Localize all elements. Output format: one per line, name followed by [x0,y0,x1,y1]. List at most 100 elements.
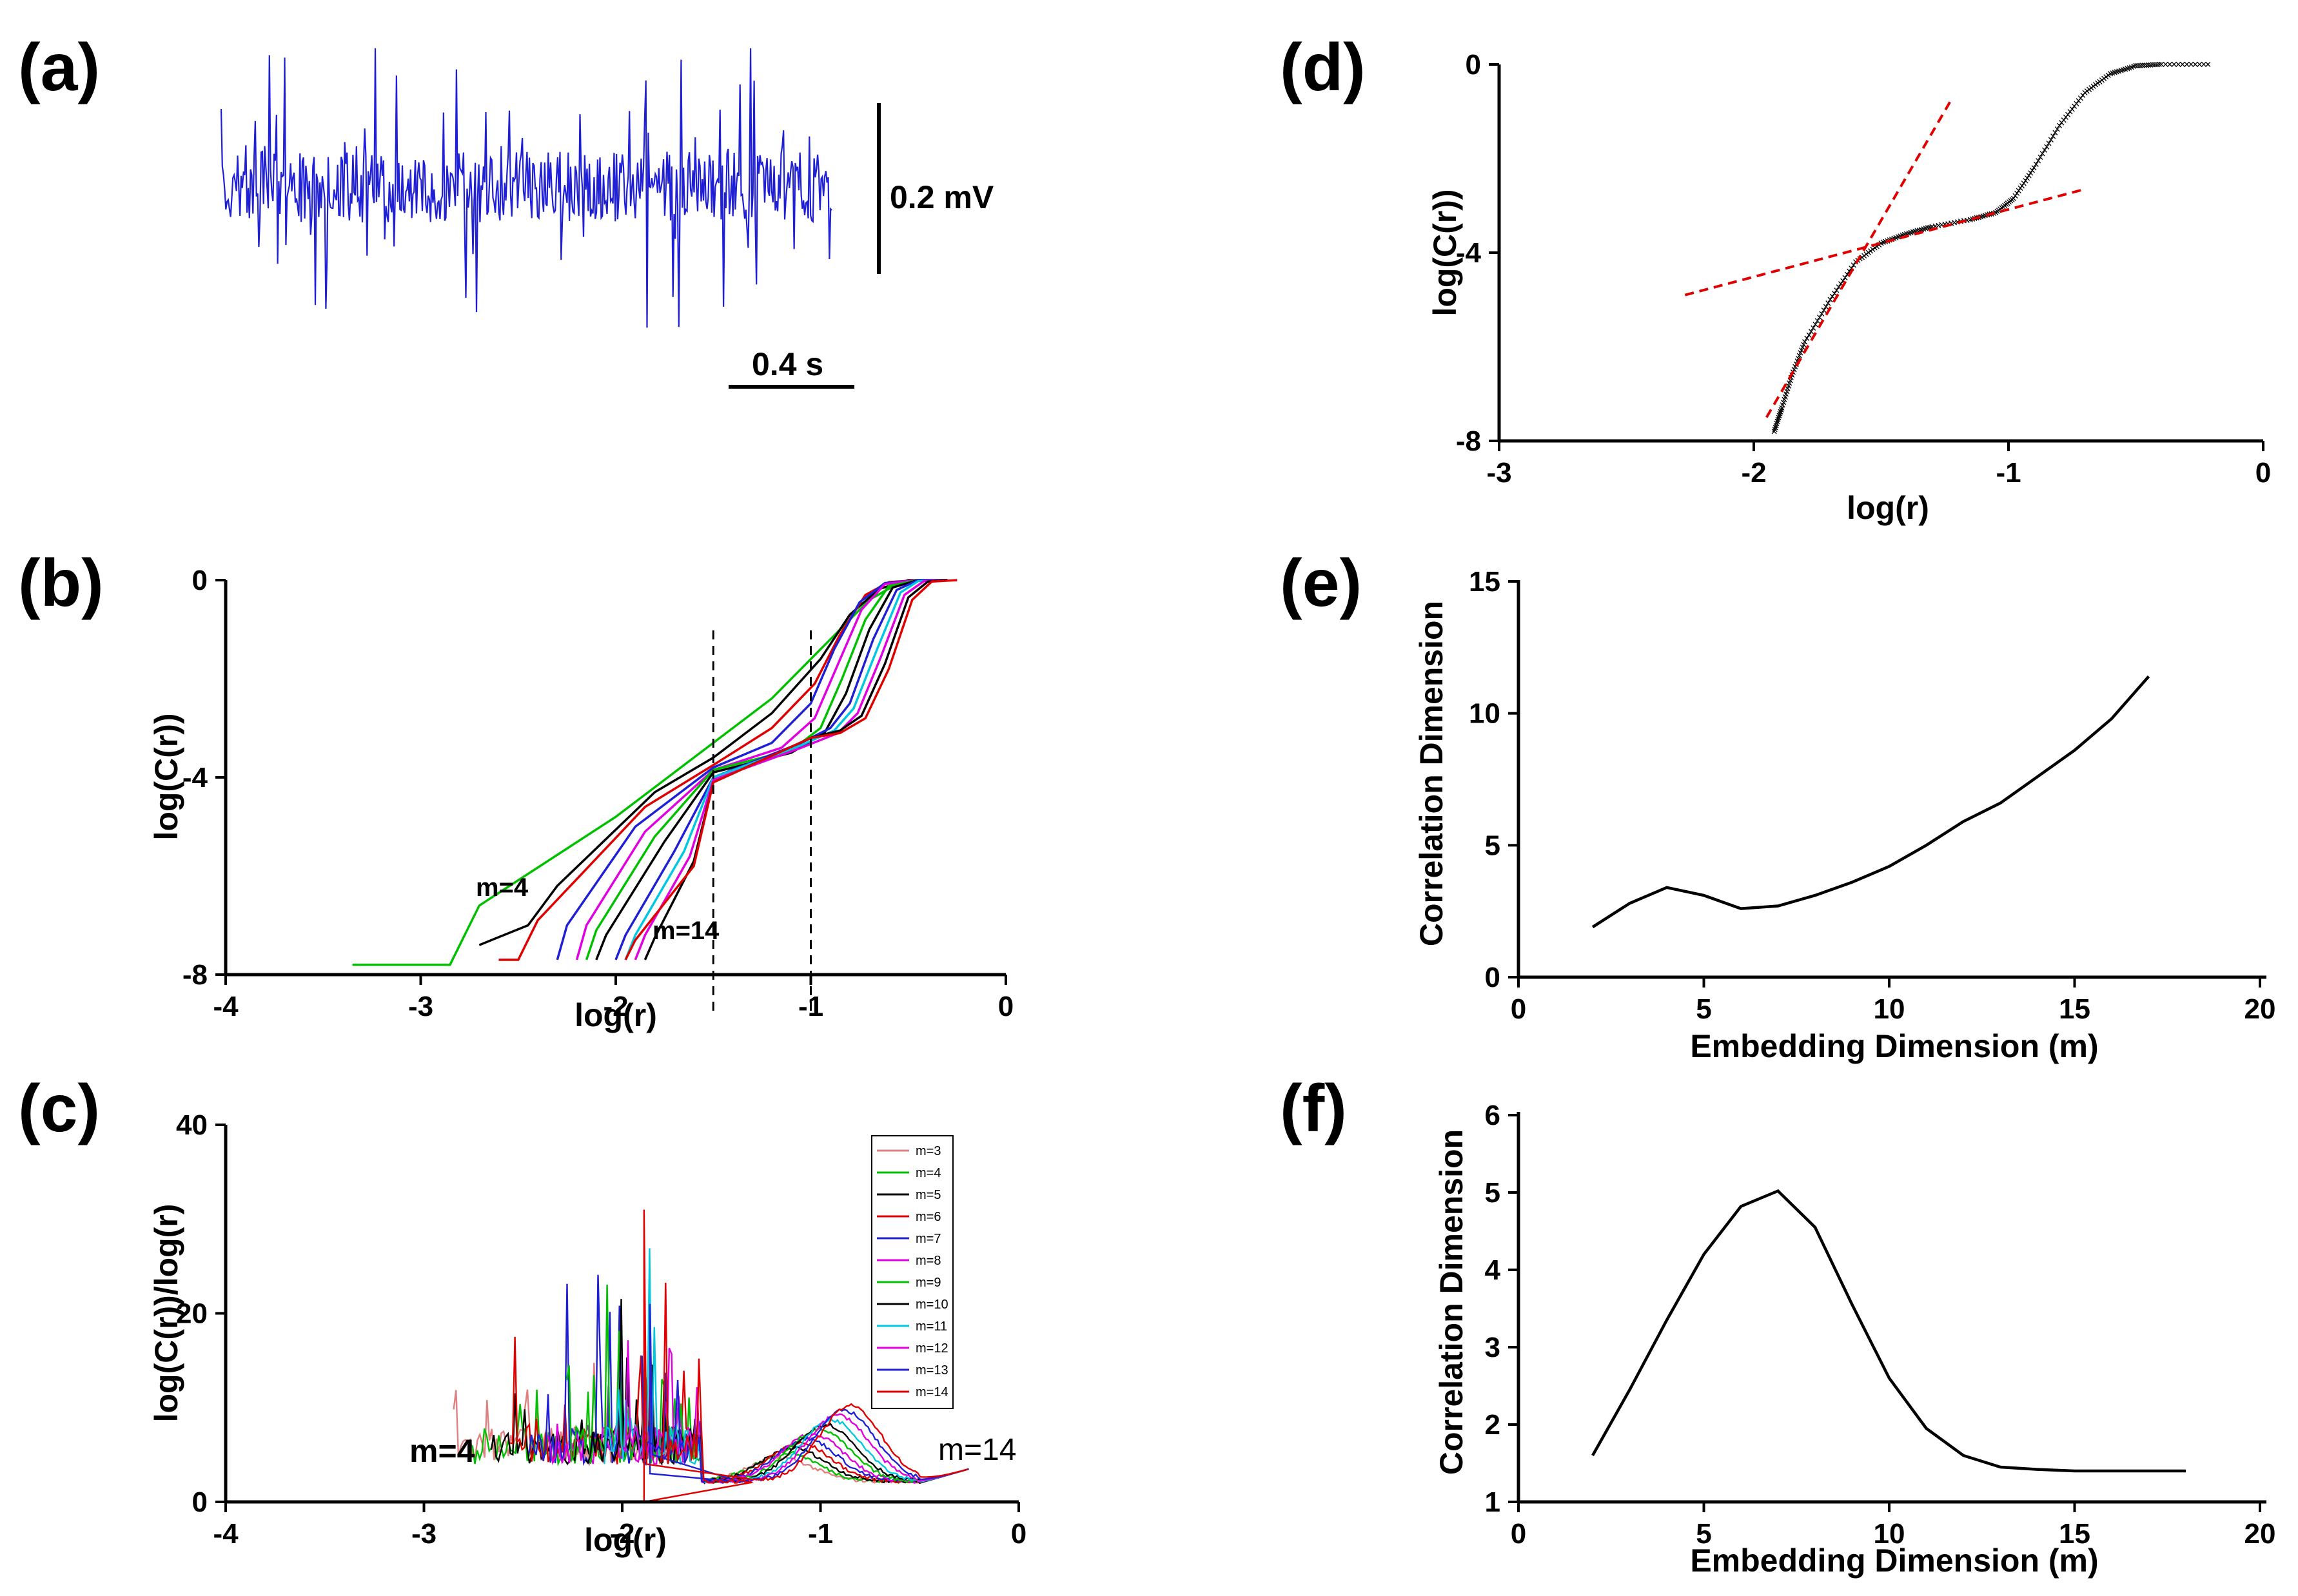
annotation-m4-c: m=4 [409,1433,475,1469]
legend-label-m10: m=10 [916,1298,948,1312]
scatter-point: × [2081,86,2088,99]
scatter-point: × [1925,222,1932,235]
scatter-point: × [1905,227,1912,240]
scatter-point: × [1778,402,1785,414]
legend-label-m14: m=14 [916,1385,948,1399]
scatter-point: × [1785,380,1792,393]
scatter-point: × [2145,59,2152,72]
ticks-f: 0 5 10 15 20 1 2 3 4 5 6 [1485,1100,2276,1550]
scatter-point: × [1865,246,1872,259]
scatter-point: × [2117,64,2125,77]
series-line [1591,1189,2186,1473]
series-m7-line [575,579,948,960]
scatter-point: × [1774,415,1781,428]
panel-b: (b) -4 -3 -2 -1 0-8-40 m=4 m=14 log(r) log(C… [18,546,1014,1033]
scatter-point: × [1820,304,1827,316]
legend-label-m12: m=12 [916,1341,948,1356]
scatter-point: × [1783,388,1790,401]
b-xtick-label: -4 [213,991,239,1022]
scatter-point: × [2150,59,2157,72]
scatter-point: × [2008,193,2016,206]
fit-line-1 [1765,101,1951,418]
scatter-point: × [2067,106,2074,119]
scatter-point: × [1916,224,1923,237]
scatter-point: × [1994,205,2001,218]
scatter-point: × [1967,213,1974,226]
scatter-point: × [2045,137,2052,150]
scatter-point: × [1878,237,1885,249]
scatter-point: × [1775,411,1782,424]
scatter-point: × [1781,393,1788,406]
series-m11-line [604,1248,969,1483]
scatter-point: × [2099,73,2106,86]
scatter-point: × [1910,226,1917,238]
ticks-d: -3 -2 -1 0 -8 -4 0 [1456,49,2271,489]
legend-c: m=3 m=4 m=5 m=6 m=7 m=8 m=9 m=10 m=11 m=12 m=13 m=1… [871,1135,954,1409]
scatter-point: × [2077,92,2085,104]
f-xtick-label: 0 [1511,1518,1526,1550]
scatter-point: × [2170,58,2177,71]
e-xtick-label: 20 [2244,993,2276,1025]
scatter-point: × [1841,271,1849,284]
e-xtick-label: 5 [1696,993,1711,1025]
scatter-point: × [1780,399,1787,412]
scatter-point: × [2175,58,2182,71]
scatter-point: × [1982,209,1989,222]
d-ytick-label: -4 [1456,237,1482,269]
e-xtick-label: 10 [1874,993,1905,1025]
scatter-point: × [1840,275,1847,287]
x-axis-label-b: log(r) [574,997,657,1033]
c-xtick-label: -4 [213,1518,239,1550]
f-xtick-label: 5 [1696,1518,1711,1550]
scatter-point: × [1867,245,1874,258]
scatter-point: × [1850,258,1857,271]
scatter-point: × [1776,409,1783,422]
scatter-point: × [2096,75,2103,88]
scatter-point: × [2000,200,2007,213]
scatter-point: × [1771,425,1778,438]
scatter-point: × [1808,325,1815,338]
scatter-point: × [1846,265,1853,278]
scatter-point: × [2128,61,2136,73]
scatter-point: × [1912,225,1919,238]
y-axis-label-e: Correlation Dimension [1413,601,1449,946]
scatter-point: × [2092,79,2099,92]
e-ytick-label: 5 [1485,830,1500,861]
e-xtick-label: 0 [1511,993,1526,1025]
series-m14-line [643,1209,968,1503]
scatter-point: × [2094,77,2101,90]
legend-label-m4: m=4 [916,1166,941,1180]
scatter-point: × [2101,72,2108,85]
scatter-point: × [2054,122,2061,135]
y-axis-label-c: log(C(r))/log(r) [148,1204,184,1423]
scatter-point: × [1780,396,1787,409]
scatter-point: × [1788,371,1795,384]
scatter-point: × [1816,311,1823,324]
scatter-point: × [2001,199,2008,212]
scatter-point: × [1831,287,1838,300]
scatter-point: × [1772,421,1779,434]
e-ytick-label: 10 [1469,698,1500,730]
legend-label-m11: m=11 [916,1319,947,1334]
scatter-point: × [1964,214,1971,227]
scatter-point: × [1810,322,1817,335]
plot-area-c [453,1209,970,1503]
ecg-trace-series [220,48,832,328]
scatter-point: × [2103,70,2110,83]
series-m11-line [624,579,948,960]
scatter-point: × [2073,97,2080,110]
d-ytick-label: 0 [1466,49,1481,81]
panel-label-e: (e) [1280,546,1362,621]
annotation-m4: m=4 [476,873,529,902]
scatter-point: × [1838,278,1845,291]
legend-label-m7: m=7 [916,1232,941,1246]
scatter-point: × [1880,236,1887,249]
scatter-point: × [1829,290,1836,303]
scatter-point: × [2022,174,2029,187]
scatter-point: × [1903,228,1910,240]
scatter-point: × [1992,206,1999,219]
scatter-point: × [1783,385,1791,398]
scatter-point: × [1795,352,1802,365]
scatter-point: × [2141,59,2148,72]
